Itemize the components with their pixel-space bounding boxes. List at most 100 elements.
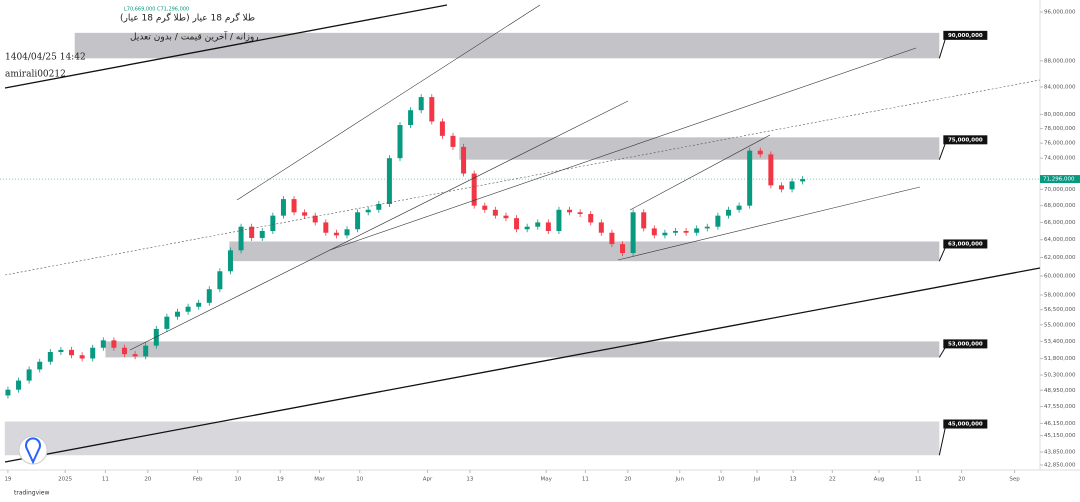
candle-body	[694, 228, 700, 233]
candle-body	[333, 232, 339, 236]
candle-body	[630, 212, 636, 254]
x-tick-label: Jun	[674, 477, 684, 483]
candle-body	[651, 228, 657, 236]
y-tick-label: 50,300,000	[1044, 372, 1076, 378]
candle-body	[5, 389, 11, 396]
candle-body	[535, 222, 541, 227]
y-tick-label: 62,000,000	[1044, 255, 1076, 261]
x-tick-label: 13	[790, 477, 797, 483]
x-tick-label: Mar	[314, 477, 325, 483]
candle-body	[58, 349, 64, 353]
zone-label: 63,000,000	[948, 241, 983, 247]
candle-body	[567, 209, 573, 213]
x-tick-label: 20	[624, 477, 631, 483]
candle-body	[238, 226, 244, 251]
candle-body	[26, 369, 32, 381]
candle-body	[800, 179, 806, 182]
zones: 90,000,000 75,000,000 63,000,000 53,000,000…	[4, 30, 988, 456]
candle-body	[37, 361, 43, 370]
zone	[105, 341, 940, 358]
candle-body	[598, 222, 604, 233]
candle-body	[344, 229, 350, 236]
y-tick-label: 58,000,000	[1044, 292, 1076, 298]
candle-body	[736, 205, 742, 210]
y-tick-label: 64,000,000	[1044, 237, 1076, 243]
candle-body	[577, 212, 583, 214]
candle-body	[100, 340, 106, 348]
zone-label-box	[943, 419, 988, 429]
trend-line	[629, 134, 771, 211]
candle-body	[132, 354, 138, 357]
zone-label-pointer	[938, 143, 946, 160]
candle-body	[672, 230, 678, 233]
y-tick-label: 43,850,000	[1044, 450, 1076, 456]
zone-label-box	[943, 135, 988, 145]
last-price-box	[1040, 175, 1080, 184]
zone-label-box	[943, 30, 988, 40]
x-tick-label: 19	[277, 477, 284, 483]
x-tick-label: Jul	[753, 477, 761, 483]
candle-body	[79, 355, 85, 359]
settings: روزانه / آخرین قیمت / بدون تعدیل	[130, 31, 259, 43]
last-price-label: 71,296,000	[1043, 177, 1075, 183]
candle-body	[143, 345, 149, 357]
candle-body	[312, 215, 318, 223]
y-tick-label: 70,000,000	[1044, 187, 1076, 193]
candle-body	[174, 311, 180, 317]
candle-body	[16, 380, 22, 390]
candle-body	[620, 244, 626, 254]
x-tick-label: 11	[102, 477, 109, 483]
candle-body	[683, 230, 689, 233]
y-tick-label: 74,000,000	[1044, 156, 1076, 162]
candle-body	[450, 135, 456, 147]
candle-body	[715, 215, 721, 227]
candle-body	[397, 125, 403, 159]
x-tick-label: Aug	[874, 477, 885, 483]
candle-body	[747, 150, 753, 206]
y-tick-label: 68,000,000	[1044, 203, 1076, 209]
candle-body	[545, 222, 551, 231]
x-tick-label: Sep	[1009, 477, 1020, 483]
y-tick-label: 88,000,000	[1044, 58, 1076, 64]
candle-body	[471, 173, 477, 206]
trend-line	[236, 4, 541, 201]
zone-label-pointer	[938, 247, 946, 262]
y-tick-label: 42,850,000	[1044, 463, 1076, 469]
candle-body	[196, 302, 202, 307]
candle-body	[768, 154, 774, 186]
zone-label-pointer	[938, 347, 946, 358]
candle-body	[641, 212, 647, 229]
candle-body	[302, 212, 308, 216]
candle-body	[185, 306, 191, 312]
candle-body	[323, 222, 329, 233]
y-tick-label: 53,400,000	[1044, 339, 1076, 345]
candle-body	[164, 316, 170, 329]
candle-body	[291, 199, 297, 213]
candle-body	[355, 212, 361, 230]
brand: tradingview	[14, 490, 49, 497]
candle-body	[69, 349, 75, 356]
zone-label-pointer	[938, 427, 946, 456]
candle-body	[376, 204, 382, 210]
x-tick-label: 11	[582, 477, 589, 483]
zone	[229, 241, 940, 262]
candle-body	[153, 328, 159, 346]
x-tick-label: 22	[829, 477, 836, 483]
symbol-title: طلا گرم 18 عیار (طلا گرم 18 عیار)	[120, 12, 255, 24]
candle-body	[111, 340, 117, 348]
y-tick-label: 66,000,000	[1044, 220, 1076, 226]
candle-body	[259, 230, 265, 238]
candle-body	[492, 209, 498, 216]
y-tick-label: 47,550,000	[1044, 404, 1076, 410]
x-tick-label: Feb	[193, 477, 203, 483]
candle-body	[461, 146, 467, 174]
y-tick-label: 48,950,000	[1044, 388, 1076, 394]
logo-pin	[25, 437, 41, 465]
y-tick-label: 45,150,000	[1044, 433, 1076, 439]
trend-line	[4, 267, 1041, 463]
y-tick-label: 46,150,000	[1044, 421, 1076, 427]
x-tick-label: 10	[718, 477, 725, 483]
trend-line	[4, 4, 448, 89]
zone-label-pointer	[938, 38, 946, 59]
